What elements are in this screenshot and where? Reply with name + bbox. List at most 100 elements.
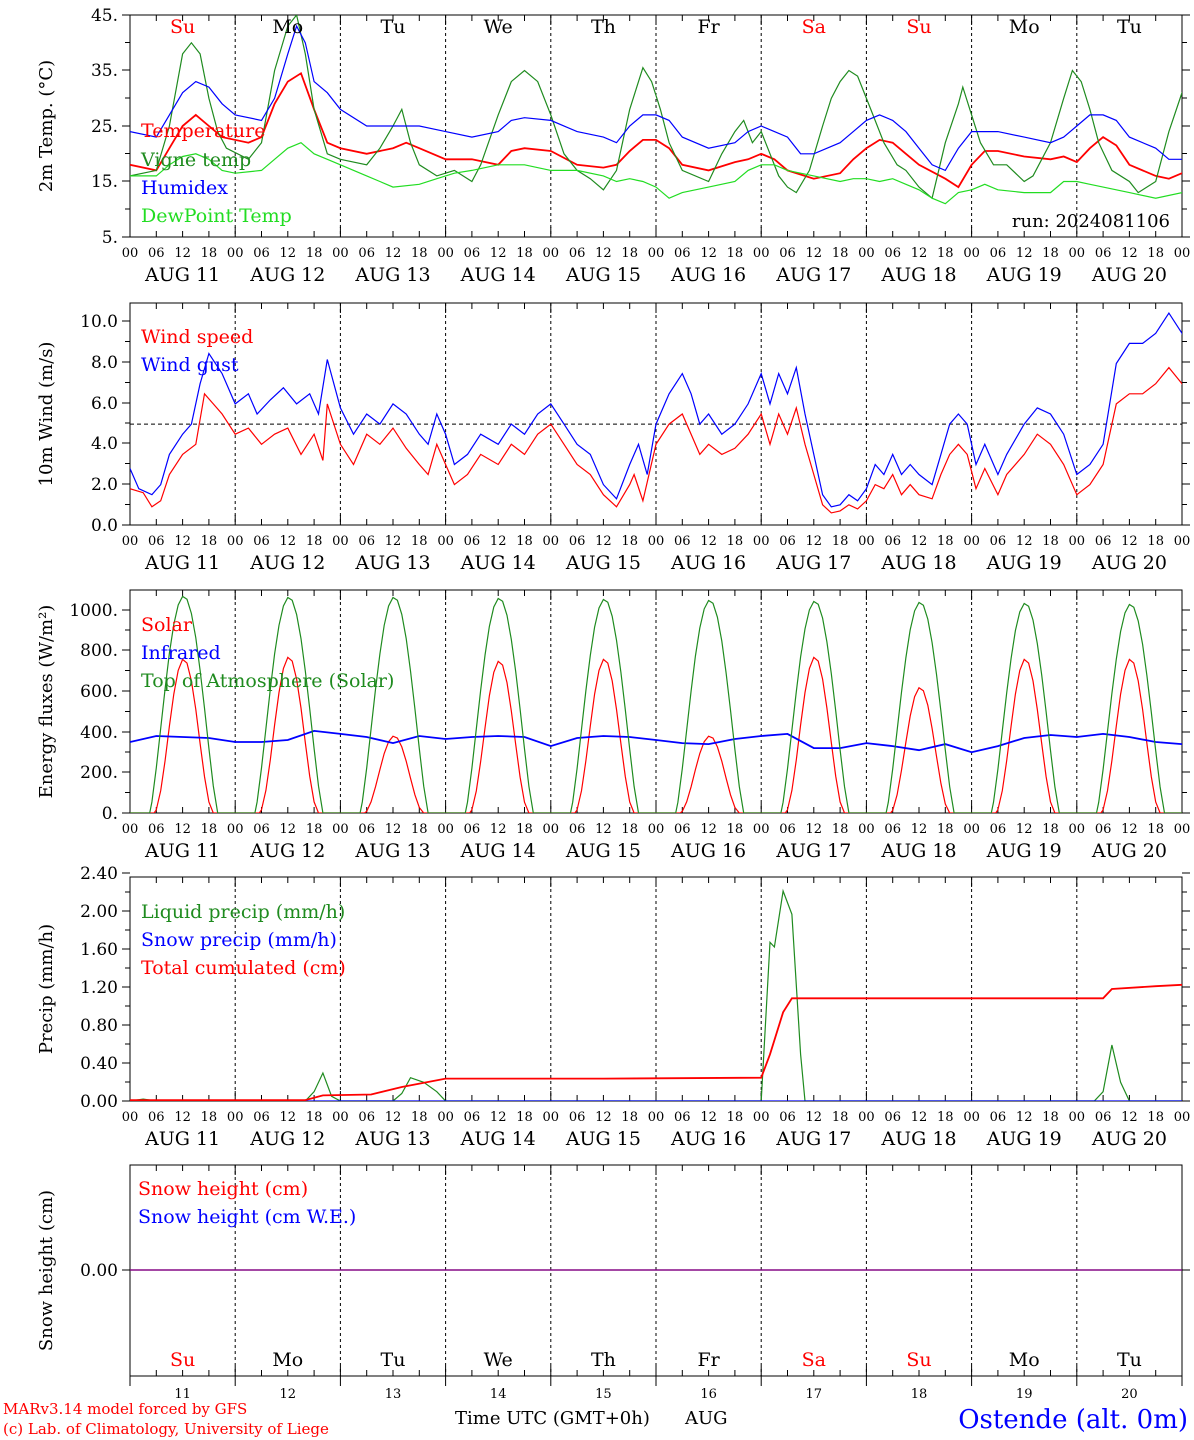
hour-tick-label: 06 <box>990 246 1007 261</box>
panel-1: 00 06 12 18 00 06 12 18 00 06 12 18 00 06 12 18 00 06 12 18… <box>36 6 1190 286</box>
hour-tick-label: 00 <box>648 1110 665 1125</box>
date-label: AUG 19 <box>986 552 1062 574</box>
hour-tick-label: 18 <box>727 534 744 549</box>
hour-tick-label: 06 <box>148 534 165 549</box>
hour-tick-label: 00 <box>543 534 560 549</box>
date-label: AUG 13 <box>354 552 430 574</box>
hour-tick-label: 06 <box>358 1110 375 1125</box>
hour-tick-label: 06 <box>253 822 270 837</box>
y-tick-label: 4.0 <box>91 434 118 454</box>
hour-tick-label: 06 <box>464 246 481 261</box>
hour-tick-label: 12 <box>595 1110 612 1125</box>
y-tick-label: 0. <box>102 804 118 824</box>
hour-tick-label: 12 <box>911 534 928 549</box>
hour-tick-label: 18 <box>201 822 218 837</box>
y-tick-label: 2.0 <box>91 475 118 495</box>
date-label: AUG 17 <box>775 264 851 286</box>
hour-tick-label: 00 <box>1174 1110 1191 1125</box>
run-annotation: run: 2024081106 <box>1012 211 1170 232</box>
hour-tick-label: 06 <box>674 822 691 837</box>
series-line <box>130 656 1182 813</box>
date-label: AUG 17 <box>775 840 851 862</box>
series-line <box>130 983 1182 1101</box>
hour-tick-label: 18 <box>832 534 849 549</box>
date-label: AUG 14 <box>460 264 536 286</box>
date-label: AUG 16 <box>670 1128 746 1150</box>
hour-tick-label: 12 <box>595 822 612 837</box>
hour-tick-label: 12 <box>174 1110 191 1125</box>
weekday-label-bottom: Su <box>906 1349 931 1371</box>
day-number: 12 <box>280 1387 297 1402</box>
y-tick-label: 0.80 <box>80 1016 118 1036</box>
weekday-label: Mo <box>1009 16 1040 38</box>
hour-tick-label: 12 <box>700 1110 717 1125</box>
y-tick-label: 45. <box>91 6 118 26</box>
y-tick-label: 800. <box>80 641 118 661</box>
hour-tick-label: 18 <box>516 246 533 261</box>
y-tick-label: 2.00 <box>80 902 118 922</box>
date-label: AUG 16 <box>670 264 746 286</box>
hour-tick-label: 12 <box>806 1110 823 1125</box>
hour-tick-label: 06 <box>358 246 375 261</box>
hour-tick-label: 18 <box>201 534 218 549</box>
hour-tick-label: 18 <box>621 1110 638 1125</box>
series-line <box>130 142 1182 205</box>
weekday-label: Mo <box>272 16 303 38</box>
hour-tick-label: 00 <box>543 1110 560 1125</box>
hour-tick-label: 06 <box>884 534 901 549</box>
legend-entry: Solar <box>141 614 193 636</box>
legend-entry: DewPoint Temp <box>141 205 292 227</box>
y-tick-label: 6.0 <box>91 394 118 414</box>
weekday-label-bottom: Tu <box>1117 1349 1142 1371</box>
model-credit: MARv3.14 model forced by GFS <box>3 1400 247 1418</box>
hour-tick-label: 18 <box>411 1110 428 1125</box>
hour-tick-label: 00 <box>1069 534 1086 549</box>
day-number: 16 <box>700 1387 717 1402</box>
hour-tick-label: 00 <box>648 822 665 837</box>
weekday-label: Sa <box>802 16 826 38</box>
date-label: AUG 12 <box>249 840 325 862</box>
hour-tick-label: 00 <box>437 246 454 261</box>
hour-tick-label: 00 <box>1069 246 1086 261</box>
hour-tick-label: 06 <box>1095 822 1112 837</box>
hour-tick-label: 06 <box>1095 534 1112 549</box>
hour-tick-label: 12 <box>280 534 297 549</box>
hour-tick-label: 18 <box>832 1110 849 1125</box>
panel-3: 00 06 12 18 00 06 12 18 00 06 12 18 00 06 12 18 00 06 12 18… <box>36 589 1190 862</box>
hour-tick-label: 06 <box>569 534 586 549</box>
y-tick-label: 1000. <box>69 601 118 621</box>
date-label: AUG 13 <box>354 264 430 286</box>
panel-5: 0.00 Snow height (cm) Snow height (cm) Snow… <box>36 1164 1190 1402</box>
hour-tick-label: 06 <box>148 822 165 837</box>
hour-tick-label: 18 <box>1147 822 1164 837</box>
date-label: AUG 16 <box>670 552 746 574</box>
y-tick-label: 200. <box>80 763 118 783</box>
hour-tick-label: 00 <box>648 534 665 549</box>
hour-tick-label: 12 <box>700 534 717 549</box>
hour-tick-label: 12 <box>490 1110 507 1125</box>
hour-tick-label: 00 <box>753 822 770 837</box>
hour-tick-label: 00 <box>122 822 139 837</box>
hour-tick-label: 12 <box>1016 246 1033 261</box>
legend-entry: Vigne temp <box>140 149 251 171</box>
date-label: AUG 11 <box>144 1128 220 1150</box>
hour-tick-label: 06 <box>1095 1110 1112 1125</box>
date-label: AUG 15 <box>565 552 641 574</box>
date-label: AUG 12 <box>249 1128 325 1150</box>
day-number: 18 <box>911 1387 928 1402</box>
date-label: AUG 19 <box>986 264 1062 286</box>
plot-area <box>130 15 1182 205</box>
hour-tick-label: 06 <box>253 246 270 261</box>
date-label: AUG 15 <box>565 264 641 286</box>
hour-tick-label: 00 <box>332 1110 349 1125</box>
hour-tick-label: 18 <box>937 1110 954 1125</box>
hour-tick-label: 18 <box>621 534 638 549</box>
hour-tick-label: 06 <box>884 822 901 837</box>
day-number: 11 <box>174 1387 191 1402</box>
y-tick-label: 1.20 <box>80 978 118 998</box>
date-label: AUG 13 <box>354 1128 430 1150</box>
y-tick-label: 2.40 <box>80 864 118 884</box>
date-label: AUG 14 <box>460 840 536 862</box>
date-label: AUG 12 <box>249 552 325 574</box>
